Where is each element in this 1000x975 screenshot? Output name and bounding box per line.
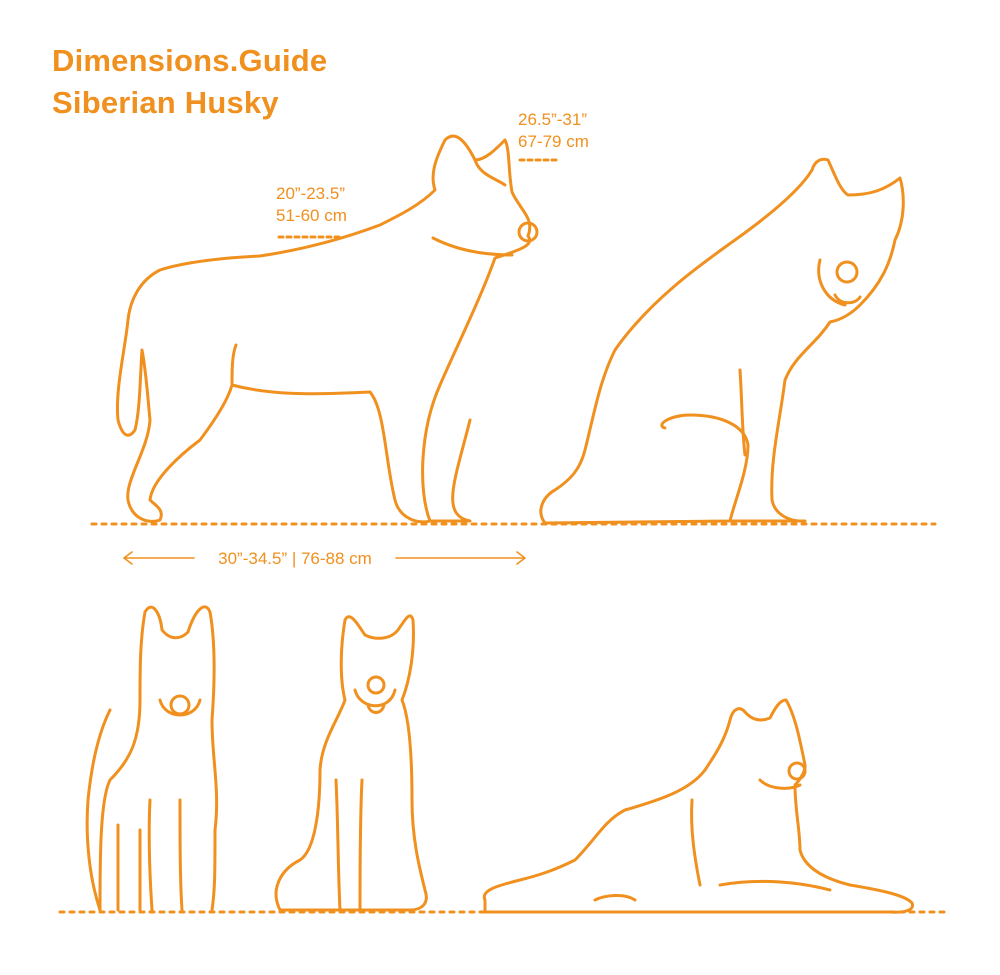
brand-title: Dimensions.Guide	[52, 43, 328, 78]
shoulder-height-metric: 51-60 cm	[276, 206, 347, 225]
length-arrow	[123, 551, 526, 565]
husky-sitting-front	[274, 614, 428, 912]
head-height-label: 26.5”-31” 67-79 cm	[518, 109, 589, 153]
head-height-imperial: 26.5”-31”	[518, 110, 587, 129]
husky-standing-side	[115, 134, 539, 524]
length-label: 30”-34.5” | 76-88 cm	[218, 549, 372, 568]
shoulder-height-label: 20”-23.5” 51-60 cm	[276, 183, 347, 227]
husky-lying	[482, 698, 914, 914]
shoulder-height-imperial: 20”-23.5”	[276, 184, 345, 203]
husky-standing-front	[85, 605, 219, 912]
head-height-metric: 67-79 cm	[518, 132, 589, 151]
husky-sitting-side	[539, 157, 905, 525]
subject-title: Siberian Husky	[52, 85, 279, 120]
